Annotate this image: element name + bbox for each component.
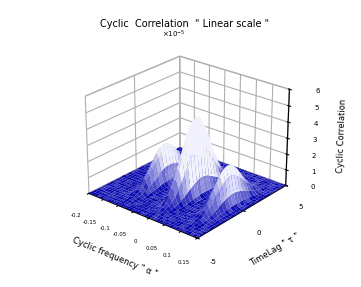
- Y-axis label: TimeLag " τ ": TimeLag " τ ": [248, 232, 301, 268]
- X-axis label: Cyclic frequency " α ": Cyclic frequency " α ": [71, 235, 158, 278]
- Title: Cyclic  Correlation  " Linear scale ": Cyclic Correlation " Linear scale ": [100, 20, 270, 30]
